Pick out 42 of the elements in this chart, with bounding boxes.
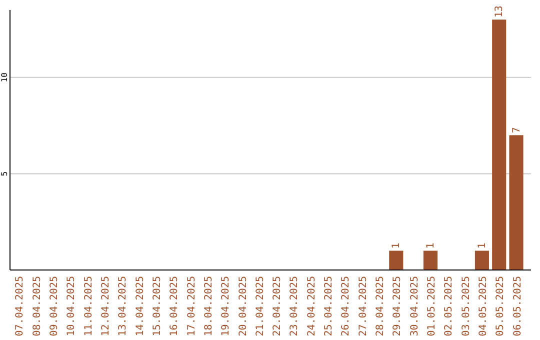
data-label: 1 <box>476 242 488 249</box>
data-label: 13 <box>494 6 506 18</box>
x-tick-label: 17.04.2025 <box>186 276 198 336</box>
bar <box>474 250 489 270</box>
y-tick-label: 5 <box>0 171 9 176</box>
x-tick-label: 06.05.2025 <box>512 276 524 336</box>
x-tick-label: 15.04.2025 <box>152 276 163 336</box>
x-tick-label: 21.04.2025 <box>254 276 266 336</box>
x-tick-label: 09.04.2025 <box>49 276 60 336</box>
x-tick-label: 14.04.2025 <box>134 276 146 336</box>
x-tick-label: 29.04.2025 <box>392 276 404 336</box>
x-tick-label: 30.04.2025 <box>409 276 420 336</box>
x-tick-label: 22.04.2025 <box>272 276 284 336</box>
x-tick-label: 04.05.2025 <box>478 276 489 336</box>
bar <box>492 20 506 270</box>
bar <box>509 135 524 270</box>
x-tick-label: 12.04.2025 <box>100 276 112 336</box>
x-tick-label: 26.04.2025 <box>340 276 352 336</box>
x-tick-label: 10.04.2025 <box>66 276 78 336</box>
x-tick-label: 28.04.2025 <box>375 276 386 336</box>
x-tick-label: 07.04.2025 <box>14 276 26 336</box>
x-tick-label: 27.04.2025 <box>358 276 369 336</box>
x-tick-label: 16.04.2025 <box>169 276 180 336</box>
x-tick-label: 03.05.2025 <box>460 276 472 336</box>
data-label: 7 <box>511 127 522 134</box>
bar <box>389 250 404 270</box>
x-tick-label: 18.04.2025 <box>203 276 214 336</box>
x-tick-label: 01.05.2025 <box>426 276 438 336</box>
data-label: 1 <box>391 242 402 249</box>
x-tick-label: 25.04.2025 <box>324 276 335 336</box>
x-tick-label: 19.04.2025 <box>220 276 232 336</box>
x-tick-label: 24.04.2025 <box>306 276 318 336</box>
x-tick-label: 08.04.2025 <box>32 276 43 336</box>
x-tick-label: 11.04.2025 <box>83 276 94 336</box>
x-tick-label: 02.05.2025 <box>444 276 455 336</box>
x-tick-label: 05.05.2025 <box>495 276 506 336</box>
x-tick-label: 13.04.2025 <box>118 276 129 336</box>
bar <box>423 250 438 270</box>
y-tick-label: 10 <box>0 72 9 82</box>
x-tick-label: 20.04.2025 <box>238 276 249 336</box>
x-tick-label: 23.04.2025 <box>289 276 300 336</box>
data-label: 1 <box>425 242 436 249</box>
